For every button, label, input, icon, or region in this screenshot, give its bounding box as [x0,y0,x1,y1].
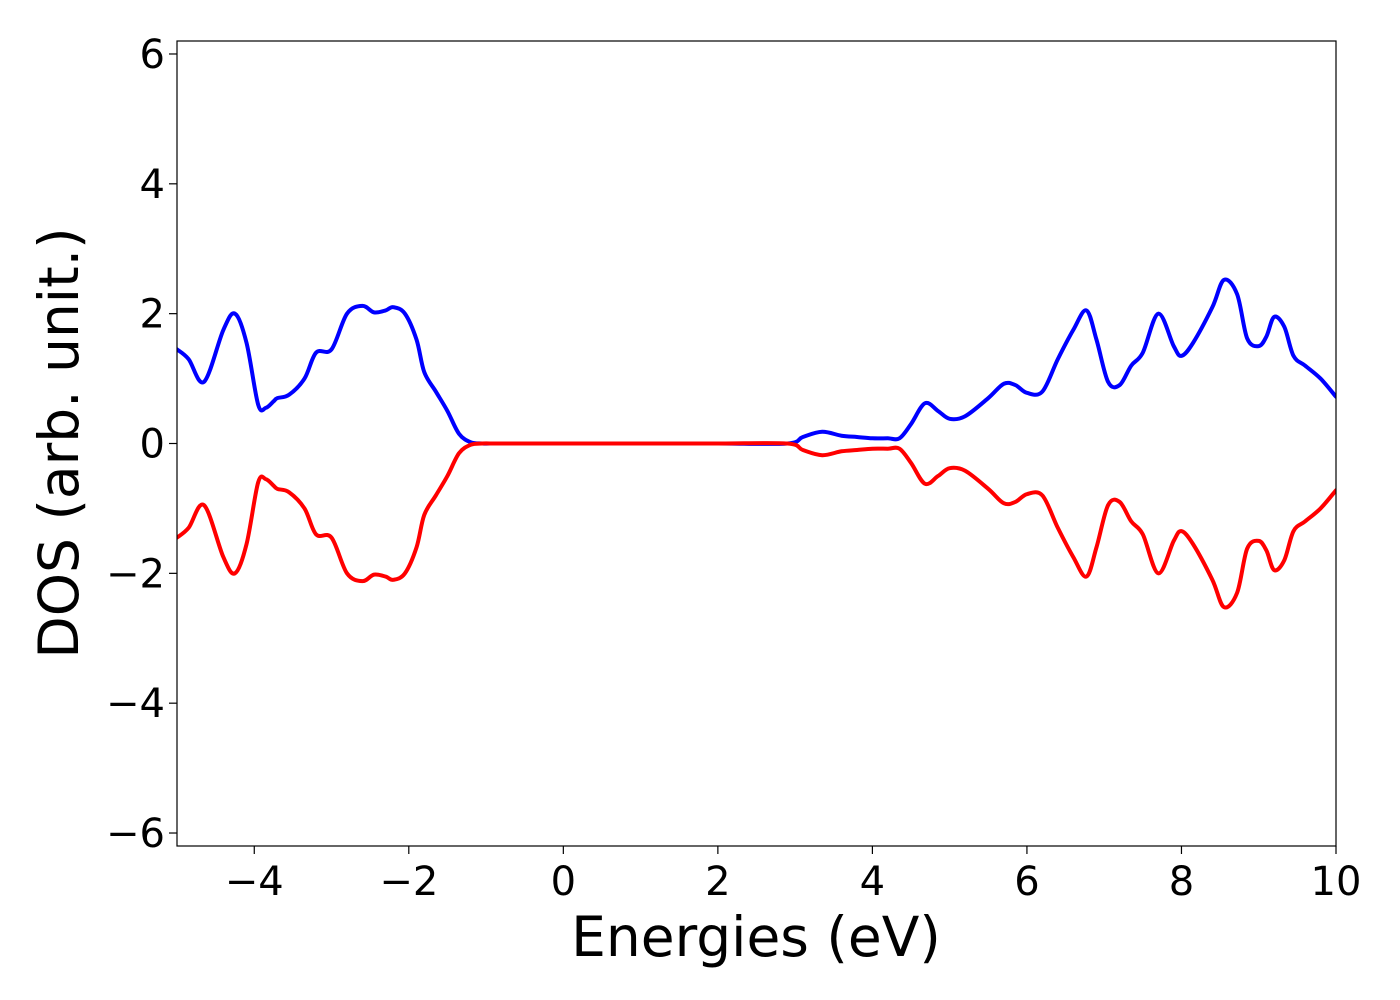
y-tick-label: 2 [140,292,165,338]
y-tick-label: −2 [106,551,165,597]
y-tick-label: −6 [106,811,165,857]
x-tick-label: 4 [860,859,885,905]
x-tick-label: 6 [1014,859,1039,905]
y-tick-label: 0 [140,422,165,468]
dos-series-line-red [177,441,1336,610]
x-axis: −4 −2 0 2 4 6 8 10 [225,846,1362,905]
x-tick-label: −2 [379,859,438,905]
series-layer [177,277,1336,610]
y-tick-label: −4 [106,681,165,727]
y-axis-title: DOS (arb. unit.) [27,227,91,658]
x-tick-label: 2 [705,859,730,905]
x-tick-label: 10 [1311,859,1362,905]
x-tick-label: −4 [225,859,284,905]
dos-series-line-blue [177,277,1336,446]
x-tick-label: 8 [1169,859,1194,905]
y-tick-label: 4 [140,162,165,208]
x-tick-label: 0 [551,859,576,905]
x-axis-title: Energies (eV) [571,905,941,969]
y-tick-label: 6 [140,32,165,78]
y-axis: −6 −4 −2 0 2 4 6 [106,32,177,857]
